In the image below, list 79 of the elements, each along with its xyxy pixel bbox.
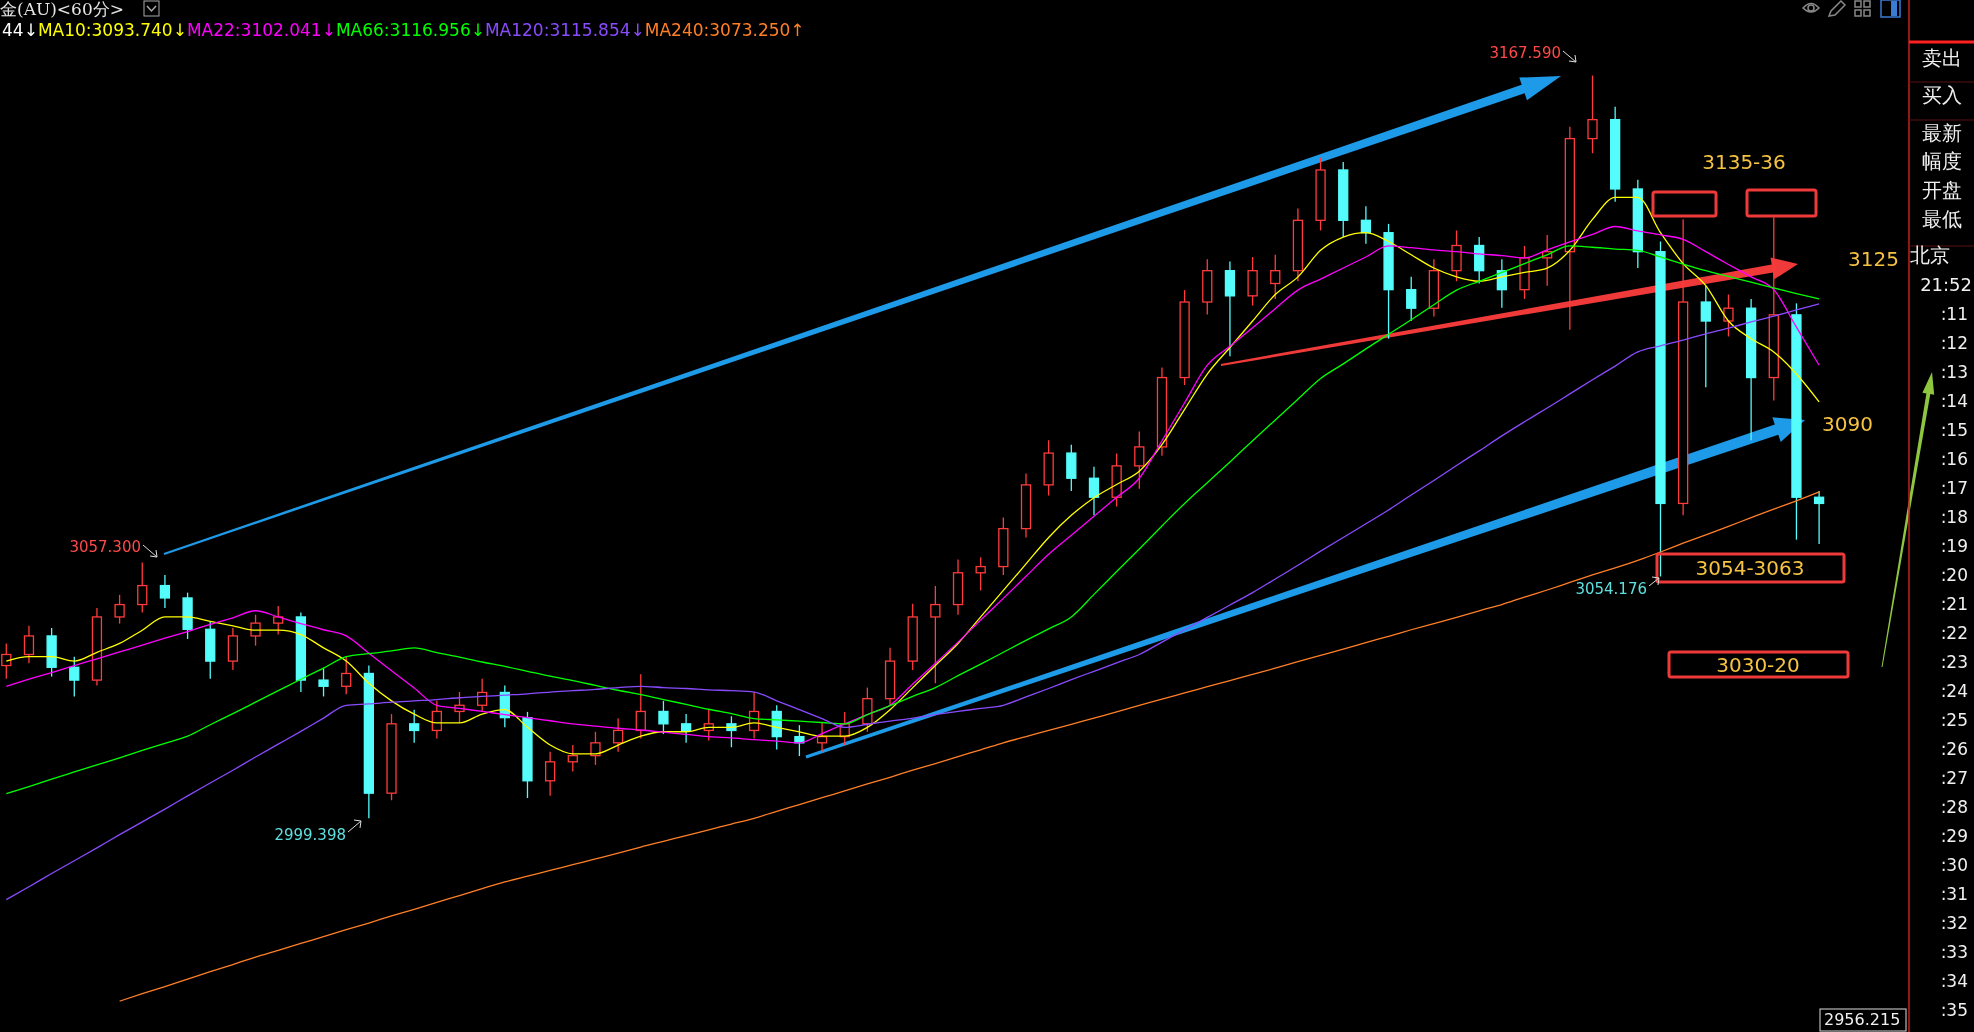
text: :25	[1940, 710, 1968, 730]
text: :21	[1940, 594, 1968, 614]
text: 2956.215	[1824, 1010, 1901, 1029]
text: MA120:3115.854↓	[484, 20, 645, 40]
candlestick	[1723, 293, 1734, 338]
candlestick	[1270, 254, 1281, 300]
text: :13	[1940, 362, 1968, 382]
candlestick	[930, 585, 941, 684]
text: :15	[1940, 420, 1968, 440]
annotation: 3057.300	[69, 538, 141, 556]
candlestick	[544, 751, 556, 797]
text: :26	[1940, 739, 1968, 759]
text: :23	[1940, 652, 1968, 672]
text: :14	[1940, 391, 1968, 411]
annotation: 3054-3063	[1695, 556, 1805, 580]
text: :32	[1940, 913, 1968, 933]
text: :30	[1940, 855, 1968, 875]
candlestick	[477, 678, 488, 713]
candlestick	[250, 614, 261, 647]
text: 3167.590	[1489, 44, 1561, 62]
candlestick	[658, 700, 669, 735]
candlestick	[159, 574, 171, 609]
text: :29	[1940, 826, 1968, 846]
text: :31	[1940, 884, 1968, 904]
candlestick	[680, 713, 692, 744]
text: 买入	[1922, 83, 1962, 107]
annotation: 3135-36	[1702, 150, 1786, 174]
candlestick	[1813, 490, 1825, 545]
text: :16	[1940, 449, 1968, 469]
text: :12	[1940, 333, 1968, 353]
text: :22	[1940, 623, 1968, 643]
chart-title: 金(AU)<60分>	[0, 0, 124, 19]
candlestick	[318, 667, 329, 698]
candlestick	[114, 594, 125, 625]
candlestick	[23, 625, 35, 664]
candlestick	[137, 561, 148, 614]
text: 最低	[1922, 207, 1962, 231]
text: :11	[1940, 304, 1968, 324]
text: :20	[1940, 565, 1968, 585]
text: :19	[1940, 536, 1968, 556]
candlestick	[409, 709, 420, 744]
text: 北京	[1910, 243, 1950, 267]
annotation: 3090	[1822, 412, 1873, 436]
candlestick	[975, 556, 986, 592]
candlestick	[1700, 285, 1711, 388]
text: :34	[1940, 971, 1968, 991]
annotation: 3030-20	[1716, 653, 1800, 677]
text: MA240:3073.250↑	[644, 20, 805, 40]
text: 3125	[1848, 247, 1899, 271]
text: :28	[1940, 797, 1968, 817]
candlestick	[635, 673, 646, 740]
candlestick	[1134, 430, 1145, 490]
candlestick	[567, 744, 578, 773]
text: MA22:3102.041↓	[186, 20, 336, 40]
text: :27	[1940, 768, 1968, 788]
text: 21:52	[1920, 274, 1972, 295]
candlestick	[1088, 466, 1100, 517]
text: MA10:3093.740↓	[37, 20, 187, 40]
text: :24	[1940, 681, 1968, 701]
text: 卖出	[1922, 46, 1962, 70]
candlestick	[273, 605, 284, 636]
text: 最新	[1922, 121, 1962, 145]
text: MA66:3116.956↓	[335, 20, 485, 40]
candlestick	[69, 656, 80, 698]
text: 开盘	[1922, 178, 1962, 202]
text: 幅度	[1922, 149, 1962, 173]
candlestick	[341, 656, 352, 695]
annotation: 3054.176	[1575, 580, 1647, 598]
text: :35	[1940, 1000, 1968, 1020]
candlestick	[612, 717, 624, 753]
text: :17	[1940, 478, 1968, 498]
candlestick	[590, 731, 601, 766]
candlestick	[1587, 74, 1598, 154]
candlestick	[1406, 276, 1417, 322]
text: 2999.398	[274, 826, 346, 844]
text: 44↓	[2, 20, 38, 40]
candlestick	[1, 642, 12, 680]
text: :18	[1940, 507, 1968, 527]
text: :33	[1940, 942, 1968, 962]
